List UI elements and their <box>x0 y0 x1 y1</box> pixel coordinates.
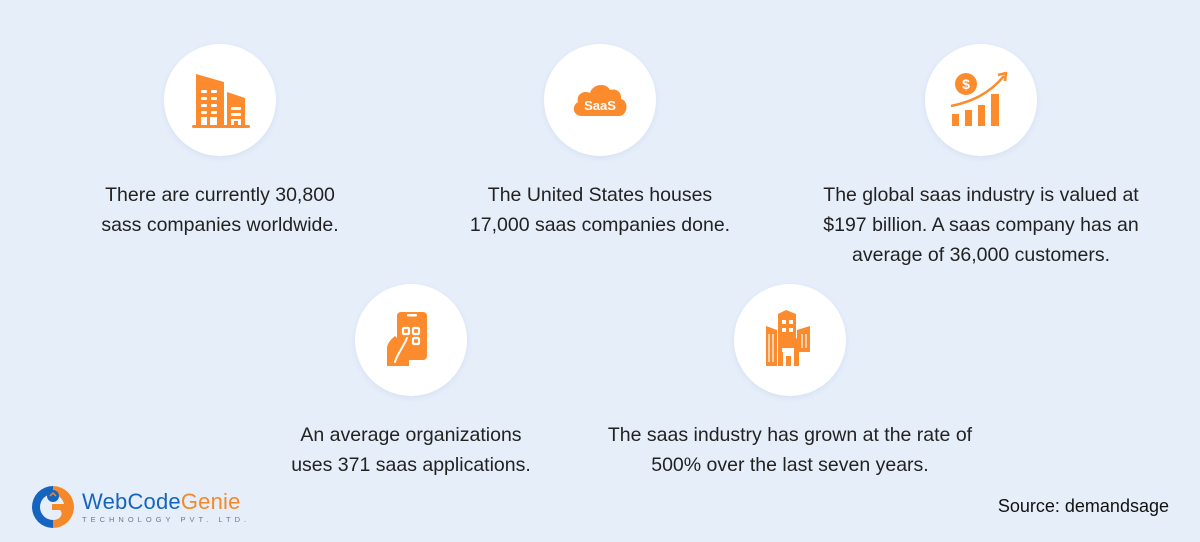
stat-line: sass companies worldwide. <box>101 214 339 236</box>
stat-description: The United States houses 17,000 saas com… <box>470 180 730 240</box>
stat-us-saas-companies: SaaS The United States houses 17,000 saa… <box>470 44 730 240</box>
stat-description: There are currently 30,800 sass companie… <box>101 180 338 240</box>
source-label: Source: <box>997 496 1060 516</box>
logo-name-part2: Genie <box>180 489 241 514</box>
buildings-icon <box>192 74 250 128</box>
svg-text:$: $ <box>962 76 970 92</box>
building-growth-icon <box>766 310 810 366</box>
stat-line: uses 371 saas applications. <box>291 454 531 476</box>
source-value: demandsage <box>1064 496 1169 516</box>
company-logo: WebCodeGenie TECHNOLOGY PVT. LTD. <box>30 484 250 530</box>
stat-saas-industry-growth: The saas industry has grown at the rate … <box>588 284 992 480</box>
stat-line: $197 billion. A saas company has an <box>823 214 1139 236</box>
icon-circle <box>355 284 467 396</box>
logo-name-part1: WebCode <box>82 489 181 514</box>
logo-tagline: TECHNOLOGY PVT. LTD. <box>82 515 251 524</box>
stat-description: An average organizations uses 371 saas a… <box>291 420 531 480</box>
stat-line: The global saas industry is valued at <box>823 184 1139 206</box>
saas-cloud-icon: SaaS <box>573 84 627 116</box>
stat-line: The United States houses <box>487 184 713 206</box>
stat-line: An average organizations <box>300 424 522 446</box>
stat-saas-companies-worldwide: There are currently 30,800 sass companie… <box>94 44 346 240</box>
stat-line: The saas industry has grown at the rate … <box>607 424 973 446</box>
logo-name: WebCodeGenie <box>82 490 250 514</box>
icon-circle: SaaS <box>544 44 656 156</box>
webcodegenie-logo-icon <box>32 486 74 528</box>
icon-circle: $ <box>925 44 1037 156</box>
growth-chart-dollar-icon: $ <box>950 71 1008 126</box>
stat-line: There are currently 30,800 <box>105 184 335 206</box>
stat-description: The saas industry has grown at the rate … <box>608 420 972 480</box>
stat-line: 500% over the last seven years. <box>651 454 929 476</box>
stat-line: average of 36,000 customers. <box>852 244 1110 266</box>
stat-description: The global saas industry is valued at $1… <box>823 180 1138 270</box>
hand-smartphone-apps-icon <box>387 312 427 366</box>
icon-circle <box>164 44 276 156</box>
stat-global-saas-value: $ The global saas industry is valued at … <box>800 44 1162 270</box>
stat-saas-applications-per-org: An average organizations uses 371 saas a… <box>280 284 542 480</box>
source-credit: Source: demandsage <box>998 496 1169 517</box>
svg-text:SaaS: SaaS <box>584 98 616 113</box>
icon-circle <box>734 284 846 396</box>
stat-line: 17,000 saas companies done. <box>469 214 731 236</box>
